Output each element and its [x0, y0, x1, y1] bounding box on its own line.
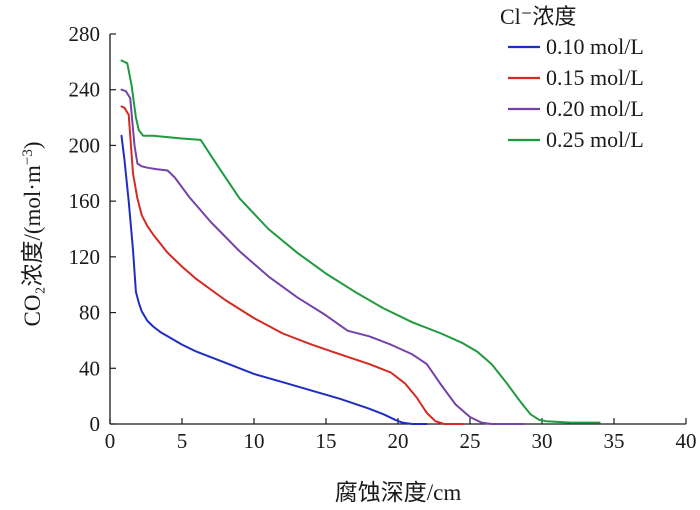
chart-ticks: 0 5 10 15 20 25 30 35 40 0 40 80 120 160 200 240 280 — [69, 22, 697, 453]
legend-label-2: 0.15 mol/L — [546, 65, 644, 90]
legend-label-4: 0.25 mol/L — [546, 127, 644, 152]
x-tick-label: 0 — [105, 429, 116, 453]
series-line-3 — [120, 88, 526, 425]
y-tick-label: 120 — [69, 245, 101, 269]
series-line-2 — [120, 105, 464, 425]
legend-title: Cl⁻浓度 — [500, 4, 576, 29]
x-axis-title: 腐蚀深度/cm — [335, 480, 462, 505]
y-axis-title-main: CO₂浓度/(mol·m — [20, 165, 45, 326]
x-tick-label: 15 — [316, 429, 337, 453]
chart-axes — [109, 34, 686, 425]
y-tick-label: 40 — [79, 356, 100, 380]
legend-label-1: 0.10 mol/L — [546, 34, 644, 59]
x-tick-label: 5 — [177, 429, 188, 453]
x-tick-label: 40 — [676, 429, 697, 453]
series-line-1 — [120, 134, 428, 425]
x-tick-label: 20 — [388, 429, 409, 453]
y-tick-label: 240 — [69, 78, 101, 102]
y-tick-label: 200 — [69, 133, 101, 157]
x-tick-label: 10 — [244, 429, 265, 453]
y-tick-label: 0 — [90, 412, 101, 436]
x-tick-label: 30 — [532, 429, 553, 453]
y-axis-title-close: ) — [20, 142, 45, 150]
y-tick-label: 80 — [79, 301, 100, 325]
y-tick-label: 160 — [69, 189, 101, 213]
y-tick-label: 280 — [69, 22, 101, 46]
legend-label-3: 0.20 mol/L — [546, 96, 644, 121]
series-line-4 — [120, 59, 601, 424]
chart-series-layer — [120, 59, 601, 425]
y-axis-title-sup: −3 — [20, 149, 36, 165]
y-axis-title: CO₂浓度/(mol·m−3) — [20, 142, 45, 327]
y-axis-title-group: CO₂浓度/(mol·m−3) — [20, 142, 45, 327]
chart-legend: Cl⁻浓度 0.10 mol/L 0.15 mol/L 0.20 mol/L 0.25 … — [500, 4, 644, 152]
x-tick-label: 35 — [604, 429, 625, 453]
x-tick-label: 25 — [460, 429, 481, 453]
